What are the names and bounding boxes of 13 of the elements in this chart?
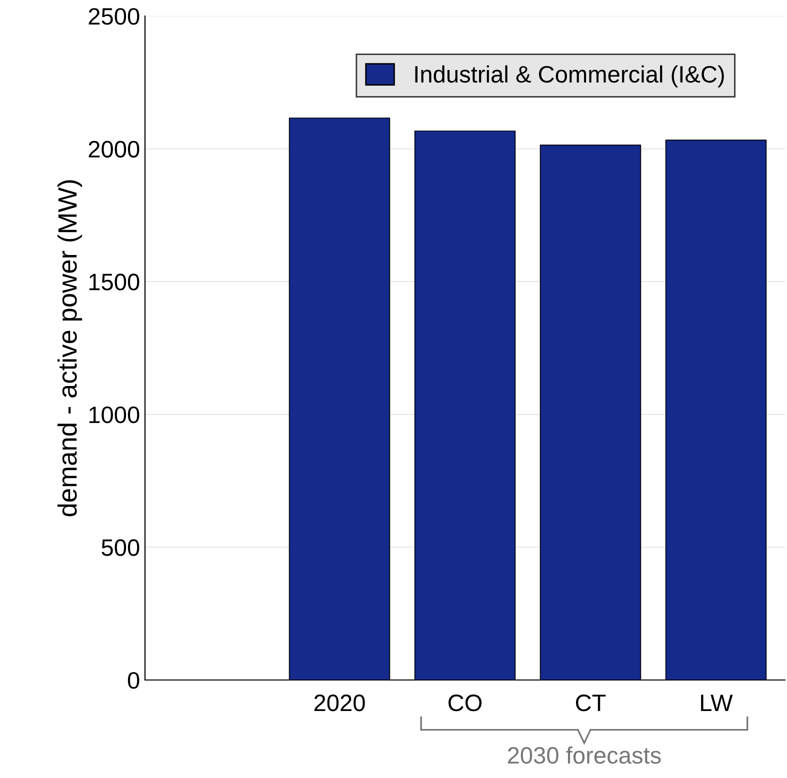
y-tick-label: 2500 bbox=[88, 8, 140, 25]
y-axis-title: demand - active power (MW) bbox=[57, 180, 82, 516]
x-tick-label: CO bbox=[448, 694, 482, 712]
y-tick-label: 2000 bbox=[88, 140, 140, 158]
x-tick-label: CT bbox=[576, 694, 606, 712]
y-tick-label: 500 bbox=[102, 539, 140, 556]
text: 2030 forecasts bbox=[508, 746, 661, 764]
x-tick-label: 2020 bbox=[314, 694, 365, 712]
x-tick-label: LW bbox=[701, 694, 733, 711]
y-tick-label: 1000 bbox=[89, 406, 140, 424]
y-tick-label: 0 bbox=[128, 672, 140, 689]
legend-label: Industrial & Commercial (I&C) bbox=[415, 65, 724, 88]
y-tick-label: 1500 bbox=[89, 274, 140, 290]
